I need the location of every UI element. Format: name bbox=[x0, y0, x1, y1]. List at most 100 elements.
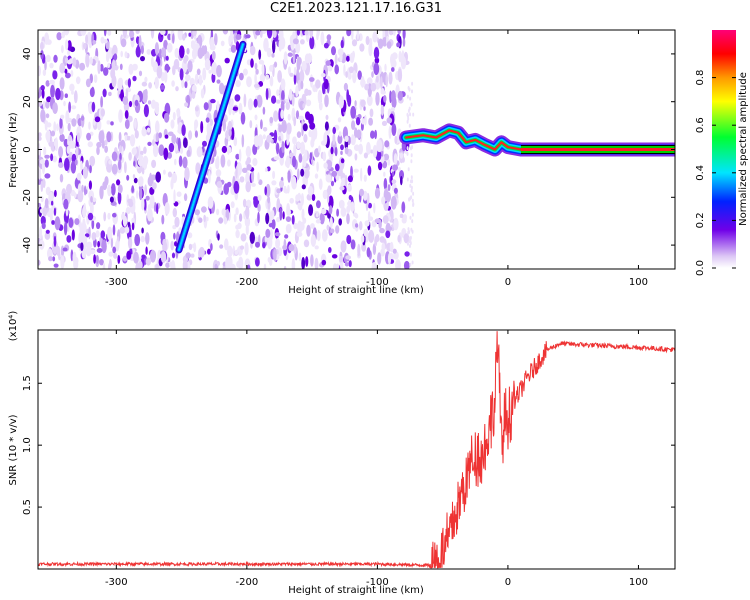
noise-blob bbox=[386, 117, 393, 124]
noise-blob bbox=[245, 145, 252, 158]
noise-blob bbox=[243, 93, 247, 108]
noise-blob bbox=[70, 160, 77, 174]
noise-blob bbox=[407, 241, 409, 246]
noise-blob bbox=[402, 156, 405, 163]
noise-blob bbox=[411, 179, 414, 184]
noise-blob bbox=[143, 198, 147, 211]
noise-blob bbox=[347, 175, 353, 183]
noise-blob bbox=[251, 182, 256, 187]
noise-blob bbox=[409, 215, 412, 220]
noise-blob bbox=[153, 202, 157, 212]
noise-blob bbox=[42, 69, 47, 76]
noise-blob bbox=[155, 120, 160, 134]
noise-blob bbox=[73, 90, 78, 104]
noise-blob bbox=[160, 47, 167, 58]
noise-blob bbox=[408, 236, 411, 241]
noise-blob bbox=[146, 49, 151, 55]
noise-blob bbox=[315, 219, 321, 224]
noise-blob bbox=[174, 241, 178, 247]
noise-blob bbox=[253, 98, 258, 108]
noise-blob bbox=[246, 76, 252, 88]
noise-blob bbox=[301, 208, 305, 221]
noise-blob bbox=[174, 47, 180, 59]
noise-blob bbox=[296, 131, 302, 139]
noise-blob bbox=[325, 174, 332, 183]
noise-blob bbox=[240, 233, 247, 242]
noise-blob bbox=[230, 44, 237, 53]
noise-blob bbox=[51, 200, 54, 206]
noise-blob bbox=[144, 184, 148, 196]
noise-blob bbox=[166, 66, 171, 71]
noise-blob bbox=[144, 76, 148, 83]
noise-blob bbox=[255, 241, 260, 248]
noise-blob bbox=[331, 170, 338, 177]
noise-blob bbox=[71, 118, 77, 127]
noise-blob bbox=[107, 30, 112, 36]
noise-blob bbox=[225, 130, 229, 140]
noise-blob bbox=[307, 185, 314, 196]
noise-blob bbox=[194, 73, 199, 85]
noise-blob bbox=[275, 238, 281, 249]
noise-blob bbox=[38, 202, 41, 208]
noise-blob bbox=[301, 257, 306, 269]
noise-blob bbox=[406, 94, 409, 99]
noise-blob bbox=[369, 108, 374, 118]
noise-blob bbox=[134, 99, 139, 107]
noise-blob bbox=[122, 30, 128, 39]
noise-blob bbox=[184, 81, 188, 89]
noise-blob bbox=[412, 203, 415, 207]
noise-blob bbox=[323, 132, 328, 145]
noise-blob bbox=[281, 140, 285, 154]
noise-blob bbox=[40, 108, 46, 123]
noise-blob bbox=[112, 212, 117, 218]
noise-blob bbox=[48, 79, 55, 85]
noise-blob bbox=[234, 94, 241, 102]
noise-blob bbox=[338, 95, 344, 109]
noise-blob bbox=[59, 62, 66, 74]
noise-blob bbox=[276, 216, 281, 223]
noise-blob bbox=[350, 201, 355, 212]
noise-blob bbox=[68, 217, 74, 228]
noise-blob bbox=[164, 134, 169, 139]
noise-blob bbox=[347, 199, 351, 211]
noise-blob bbox=[125, 89, 129, 99]
noise-blob bbox=[273, 248, 277, 262]
noise-blob bbox=[111, 163, 118, 175]
noise-blob bbox=[67, 122, 71, 132]
noise-blob bbox=[289, 197, 295, 204]
noise-blob bbox=[392, 248, 397, 254]
noise-blob bbox=[64, 93, 69, 98]
noise-blob bbox=[300, 141, 306, 155]
noise-blob bbox=[266, 47, 272, 58]
noise-blob bbox=[382, 37, 388, 47]
noise-blob bbox=[206, 216, 209, 222]
noise-blob bbox=[143, 104, 149, 118]
noise-blob bbox=[394, 135, 398, 144]
noise-blob bbox=[45, 100, 50, 109]
noise-blob bbox=[110, 183, 116, 196]
noise-blob bbox=[133, 177, 138, 184]
noise-blob bbox=[406, 151, 409, 156]
noise-blob bbox=[308, 130, 313, 138]
noise-blob bbox=[374, 236, 378, 247]
noise-blob bbox=[254, 62, 258, 70]
noise-blob bbox=[328, 195, 334, 210]
noise-blob bbox=[300, 39, 305, 45]
noise-blob bbox=[296, 141, 301, 150]
noise-blob bbox=[75, 145, 79, 160]
noise-blob bbox=[388, 71, 393, 85]
noise-blob bbox=[44, 173, 51, 179]
noise-blob bbox=[71, 90, 74, 95]
noise-blob bbox=[400, 56, 407, 70]
noise-blob bbox=[91, 101, 96, 113]
noise-blob bbox=[344, 135, 349, 142]
noise-blob bbox=[97, 60, 101, 75]
noise-blob bbox=[132, 174, 136, 179]
noise-blob bbox=[326, 159, 333, 170]
noise-blob bbox=[108, 251, 114, 257]
noise-blob bbox=[285, 102, 290, 110]
noise-blob bbox=[76, 172, 82, 181]
noise-blob bbox=[176, 191, 182, 197]
noise-blob bbox=[302, 103, 306, 109]
noise-blob bbox=[96, 248, 103, 253]
